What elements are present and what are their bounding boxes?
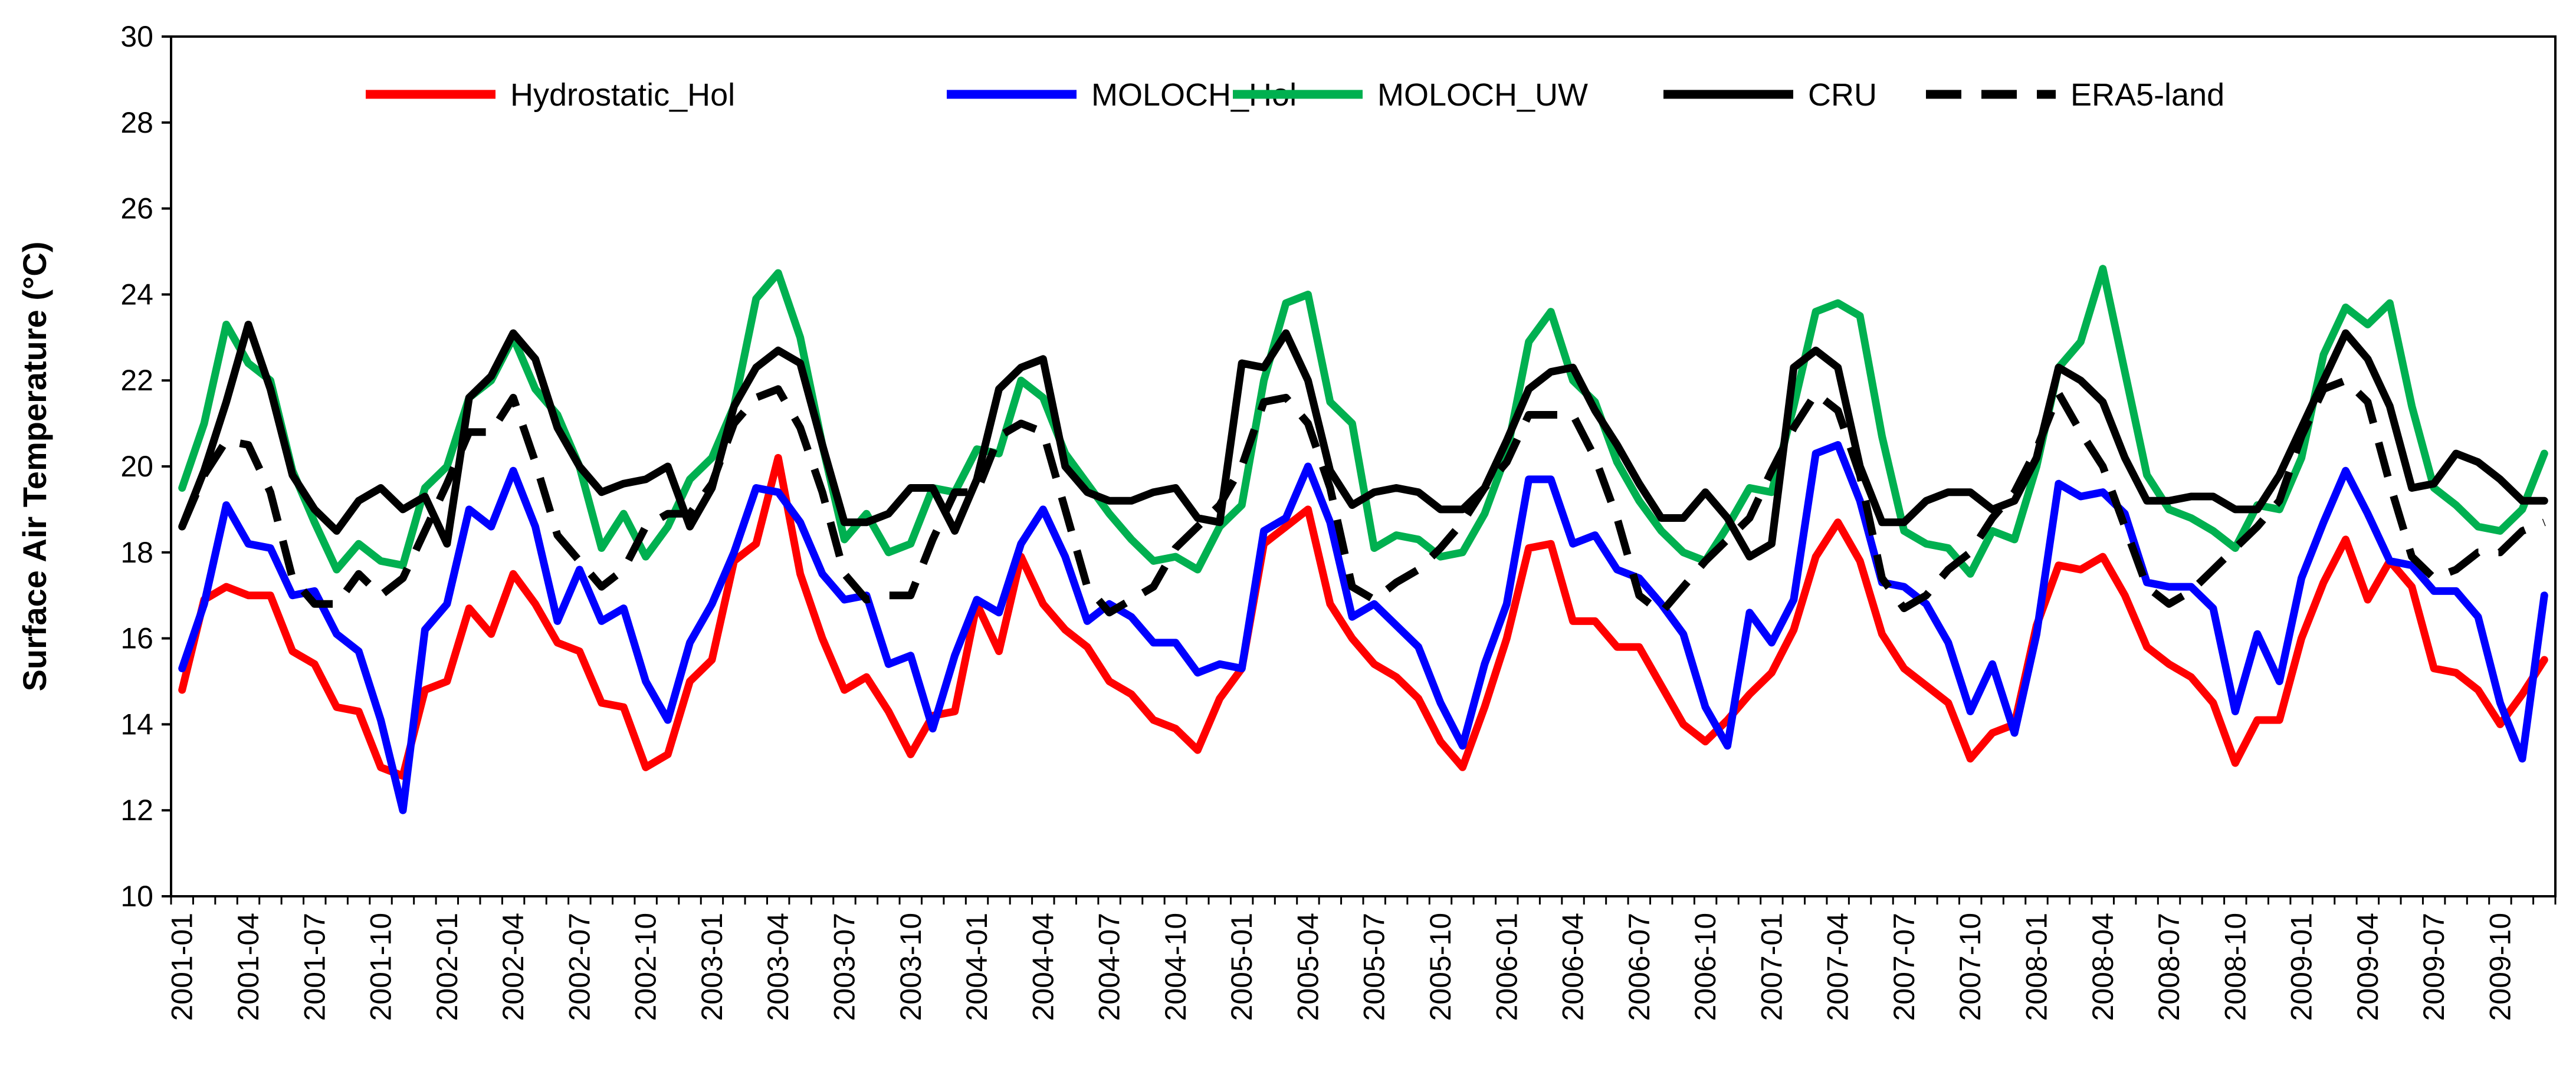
x-tick-label: 2001-10 [365,913,398,1021]
legend-label: MOLOCH_UW [1377,77,1588,113]
x-tick-label: 2002-07 [563,913,596,1021]
legend-label: Hydrostatic_Hol [510,77,735,113]
series-line-moloch-hol [178,441,2548,814]
plot-area-frame [170,35,2557,897]
x-tick-label: 2009-10 [2483,913,2516,1021]
x-tick-label: 2009-01 [2285,913,2318,1021]
x-tick-label: 2005-07 [1358,913,1391,1021]
x-tick-label: 2001-04 [232,913,265,1021]
x-tick-label: 2006-04 [1557,913,1590,1021]
y-tick-label: 12 [120,794,153,827]
y-axis: 10 12 14 16 18 20 22 24 26 28 30 [120,20,171,913]
x-tick-label: 2003-07 [828,913,861,1021]
x-tick-label: 2007-10 [1954,913,1987,1021]
x-tick-label: 2002-04 [497,913,530,1021]
y-tick-label: 20 [120,450,153,483]
x-axis: 2001-01 2001-04 2001-07 2001-10 2002-01 2002-… [166,896,2557,1021]
x-tick-label: 2004-07 [1093,913,1126,1021]
y-axis-title: Surface Air Temperature (°C) [16,241,53,691]
x-tick-label: 2003-04 [762,913,795,1021]
x-tick-label: 2002-01 [431,913,464,1021]
x-tick-label: 2002-10 [629,913,662,1021]
x-tick-label: 2003-01 [695,913,729,1021]
x-tick-label: 2005-04 [1291,913,1324,1021]
y-tick-label: 22 [120,364,153,397]
x-tick-label: 2008-07 [2152,913,2186,1021]
x-tick-label: 2001-01 [166,913,199,1021]
x-tick-label: 2008-01 [2020,913,2053,1021]
y-tick-label: 10 [120,880,153,913]
x-tick-label: 2004-01 [960,913,993,1021]
x-tick-label: 2009-07 [2417,913,2450,1021]
legend: Hydrostatic_Hol MOLOCH_Hol MOLOCH_UW CRU ERA… [366,77,2224,113]
legend-label: ERA5-land [2070,77,2224,113]
y-tick-label: 24 [120,278,153,311]
x-tick-label: 2007-07 [1888,913,1921,1021]
series-line-era5-land [178,376,2546,617]
x-tick-label: 2005-01 [1225,913,1258,1021]
y-tick-label: 16 [120,622,153,655]
series-line-hydrostatic-hol [178,453,2548,780]
x-tick-label: 2003-10 [894,913,927,1021]
legend-label: CRU [1808,77,1877,113]
x-tick-label: 2001-07 [298,913,331,1021]
x-tick-label: 2006-01 [1490,913,1523,1021]
y-tick-label: 30 [120,20,153,53]
series-line-cru [178,320,2548,561]
y-tick-label: 26 [120,192,153,225]
x-tick-label: 2006-07 [1623,913,1656,1021]
x-tick-label: 2006-10 [1689,913,1722,1021]
x-tick-label: 2004-04 [1026,913,1059,1021]
y-tick-label: 18 [120,536,153,569]
x-tick-label: 2008-04 [2086,913,2119,1021]
x-tick-label: 2004-10 [1159,913,1192,1021]
x-tick-label: 2008-10 [2219,913,2252,1021]
x-tick-label: 2005-10 [1424,913,1457,1021]
y-tick-label: 28 [120,106,153,139]
x-tick-label: 2007-01 [1755,913,1788,1021]
x-tick-label: 2007-04 [1822,913,1855,1021]
y-tick-label: 14 [120,708,153,741]
x-tick-label: 2009-04 [2351,913,2384,1021]
series-layer [178,265,2548,814]
